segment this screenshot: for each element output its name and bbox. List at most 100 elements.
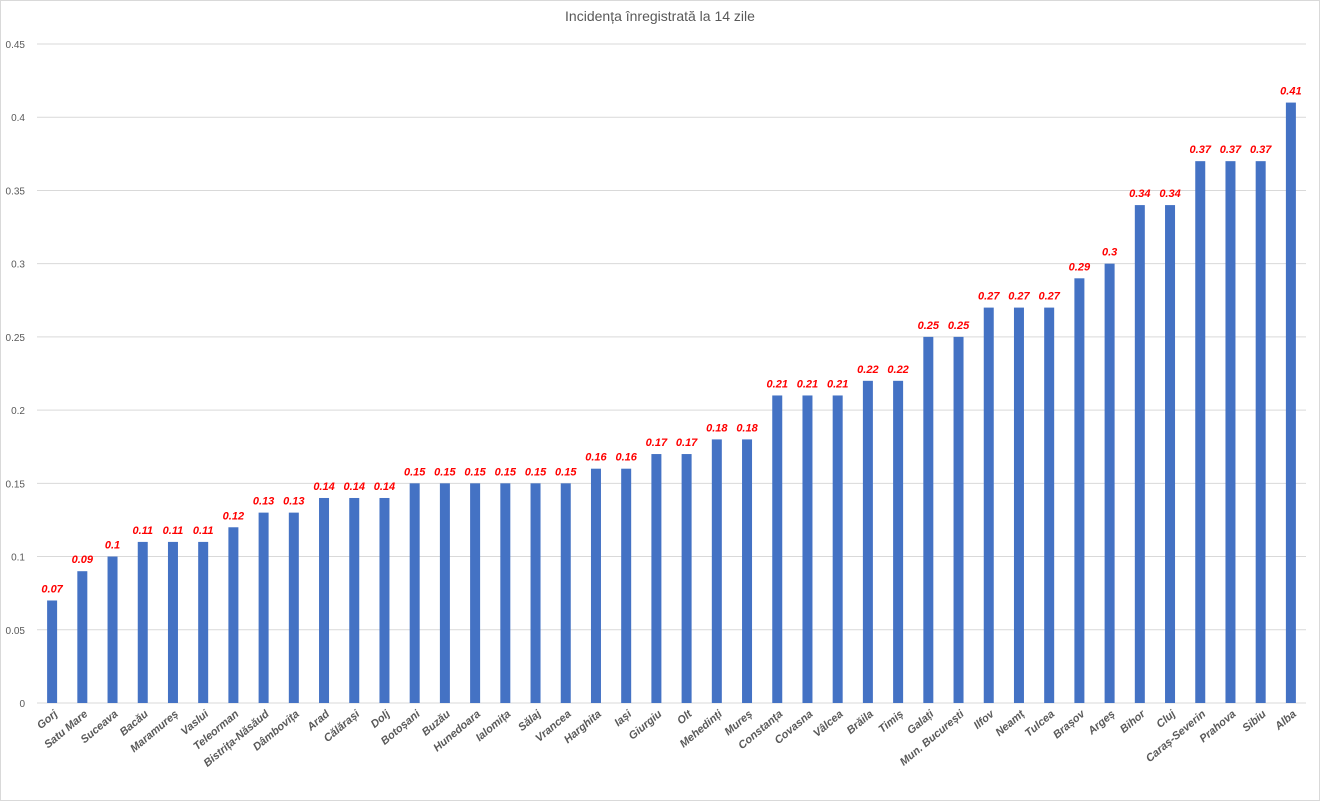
bar bbox=[953, 336, 964, 703]
bar bbox=[1225, 161, 1236, 704]
data-label: 0.37 bbox=[1190, 144, 1212, 156]
x-tick-label: Iași bbox=[612, 708, 634, 730]
bar bbox=[258, 512, 269, 703]
y-tick-label: 0 bbox=[19, 699, 25, 710]
bar bbox=[167, 541, 178, 703]
bar bbox=[621, 468, 632, 703]
x-tick-label: Timiș bbox=[876, 708, 906, 736]
bar bbox=[893, 380, 904, 703]
data-label: 0.15 bbox=[525, 466, 547, 478]
bar bbox=[1134, 205, 1145, 704]
data-label: 0.13 bbox=[253, 496, 274, 508]
data-label: 0.14 bbox=[344, 481, 365, 493]
data-label: 0.18 bbox=[736, 422, 758, 434]
bar bbox=[409, 483, 420, 703]
x-tick-label: Brăila bbox=[845, 708, 876, 737]
bar bbox=[228, 527, 239, 703]
x-tick-label: Alba bbox=[1272, 708, 1299, 733]
bar bbox=[1104, 263, 1115, 703]
data-label: 0.15 bbox=[464, 466, 486, 478]
bar bbox=[1255, 161, 1266, 704]
data-label: 0.14 bbox=[313, 481, 334, 493]
data-label: 0.21 bbox=[797, 378, 818, 390]
bar bbox=[77, 571, 88, 703]
data-label: 0.3 bbox=[1102, 247, 1117, 259]
bar bbox=[1195, 161, 1206, 704]
bar bbox=[47, 600, 58, 703]
data-label: 0.09 bbox=[72, 554, 94, 566]
bar bbox=[1074, 278, 1085, 703]
data-label: 0.16 bbox=[615, 452, 637, 464]
x-tick-label: Dolj bbox=[369, 708, 393, 731]
bar bbox=[1013, 307, 1024, 703]
data-label: 0.22 bbox=[857, 364, 878, 376]
data-label: 0.18 bbox=[706, 422, 728, 434]
data-label: 0.37 bbox=[1220, 144, 1242, 156]
data-label: 0.12 bbox=[223, 510, 244, 522]
y-tick-label: 0.4 bbox=[11, 113, 25, 124]
bar bbox=[560, 483, 571, 703]
data-label: 0.25 bbox=[948, 320, 970, 332]
data-label: 0.07 bbox=[41, 583, 63, 595]
y-tick-label: 0.35 bbox=[6, 186, 26, 197]
data-label: 0.34 bbox=[1129, 188, 1150, 200]
bar bbox=[832, 395, 843, 703]
bar bbox=[923, 336, 934, 703]
data-label: 0.15 bbox=[434, 466, 456, 478]
bar bbox=[107, 556, 118, 703]
bar bbox=[349, 497, 360, 703]
bar bbox=[379, 497, 390, 703]
bar bbox=[802, 395, 813, 703]
x-tick-label: Ilfov bbox=[972, 708, 998, 732]
bar bbox=[1165, 205, 1176, 704]
bar bbox=[983, 307, 994, 703]
bar bbox=[651, 454, 662, 703]
bar bbox=[590, 468, 601, 703]
y-tick-label: 0.1 bbox=[11, 553, 25, 564]
bar bbox=[500, 483, 511, 703]
y-tick-label: 0.05 bbox=[6, 626, 26, 637]
data-label: 0.11 bbox=[163, 525, 184, 537]
data-label: 0.27 bbox=[1008, 291, 1030, 303]
data-label: 0.11 bbox=[193, 525, 214, 537]
data-label: 0.27 bbox=[1038, 291, 1060, 303]
x-tick-label: Brașov bbox=[1051, 708, 1088, 742]
bar bbox=[288, 512, 299, 703]
x-tick-label: Argeș bbox=[1085, 708, 1117, 738]
y-tick-label: 0.25 bbox=[6, 333, 26, 344]
bar bbox=[772, 395, 783, 703]
x-tick-label: Tulcea bbox=[1023, 708, 1057, 739]
bar bbox=[1044, 307, 1055, 703]
x-tick-label: Gorj bbox=[35, 708, 61, 732]
bar bbox=[742, 439, 753, 703]
bar bbox=[711, 439, 722, 703]
data-label: 0.27 bbox=[978, 291, 1000, 303]
x-tick-label: Vâlcea bbox=[811, 708, 845, 740]
data-label: 0.17 bbox=[676, 437, 698, 449]
bar bbox=[319, 497, 330, 703]
bar bbox=[470, 483, 481, 703]
x-tick-label: Cluj bbox=[1154, 708, 1178, 731]
y-tick-label: 0.3 bbox=[11, 260, 25, 271]
x-tick-label: Bihor bbox=[1118, 708, 1148, 736]
data-label: 0.22 bbox=[887, 364, 908, 376]
chart-title: Incidența înregistrată la 14 zile bbox=[565, 8, 755, 24]
bar bbox=[530, 483, 541, 703]
data-label: 0.13 bbox=[283, 496, 304, 508]
data-label: 0.37 bbox=[1250, 144, 1272, 156]
bar bbox=[862, 380, 873, 703]
data-label: 0.15 bbox=[555, 466, 577, 478]
data-label: 0.14 bbox=[374, 481, 395, 493]
bar bbox=[439, 483, 450, 703]
data-label: 0.21 bbox=[767, 378, 788, 390]
data-label: 0.15 bbox=[495, 466, 517, 478]
data-label: 0.1 bbox=[105, 540, 120, 552]
x-tick-label: Giurgiu bbox=[627, 708, 665, 743]
y-tick-label: 0.2 bbox=[11, 406, 25, 417]
data-label: 0.21 bbox=[827, 378, 848, 390]
y-tick-label: 0.45 bbox=[6, 40, 26, 51]
data-label: 0.25 bbox=[918, 320, 940, 332]
data-label: 0.11 bbox=[132, 525, 153, 537]
x-tick-label: Olt bbox=[675, 707, 695, 727]
